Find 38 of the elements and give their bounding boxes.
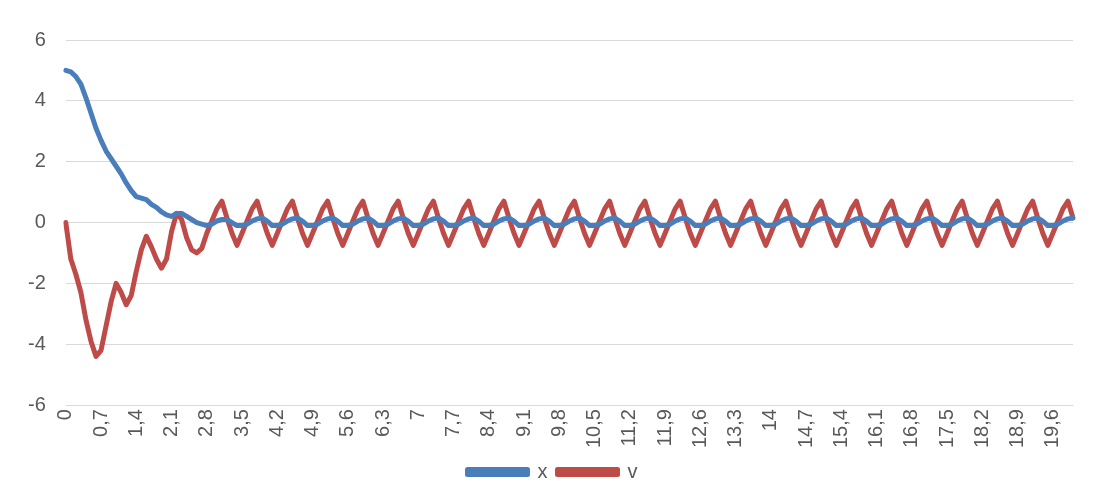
x-tick-label: 8,4 [476, 409, 499, 437]
y-tick-label: -4 [27, 331, 46, 354]
y-tick-label: -2 [27, 270, 46, 293]
x-tick-label: 0,7 [88, 409, 111, 437]
x-tick-label: 0 [53, 409, 76, 421]
x-tick-label: 11,9 [652, 409, 675, 447]
x-tick-label: 13,3 [723, 409, 746, 449]
x-tick-label: 11,2 [617, 409, 640, 447]
x-tick-label: 4,9 [300, 409, 323, 437]
y-tick-label: 0 [34, 210, 46, 233]
x-tick-label: 18,9 [1005, 409, 1028, 449]
x-tick-label: 12,6 [687, 409, 710, 449]
x-tick-label: 2,1 [159, 409, 182, 437]
x-tick-label: 1,4 [123, 409, 146, 437]
x-tick-label: 19,6 [1040, 409, 1063, 449]
x-tick-label: 15,4 [828, 409, 851, 449]
x-tick-label: 2,8 [194, 409, 217, 437]
x-tick-label: 17,5 [934, 409, 957, 449]
legend-label: v [627, 459, 638, 482]
y-tick-label: -6 [27, 392, 46, 415]
x-tick-label: 9,8 [546, 409, 569, 437]
x-tick-label: 10,5 [582, 409, 605, 449]
legend-label: x [537, 459, 548, 482]
y-tick-label: 2 [34, 149, 46, 172]
x-tick-label: 7,7 [441, 409, 464, 437]
x-tick-label: 16,1 [864, 409, 887, 449]
y-tick-label: 4 [34, 88, 46, 111]
x-tick-label: 3,5 [229, 409, 252, 437]
x-tick-label: 4,2 [264, 409, 287, 437]
x-tick-label: 9,1 [511, 409, 534, 437]
x-tick-label: 6,3 [370, 409, 393, 437]
x-tick-label: 16,8 [899, 409, 922, 449]
x-tick-label: 18,2 [969, 409, 992, 449]
x-tick-label: 14,7 [793, 409, 816, 449]
x-tick-label: 5,6 [335, 409, 358, 437]
x-tick-label: 7 [405, 409, 428, 421]
y-tick-label: 6 [34, 27, 46, 50]
x-tick-label: 14 [758, 409, 781, 432]
